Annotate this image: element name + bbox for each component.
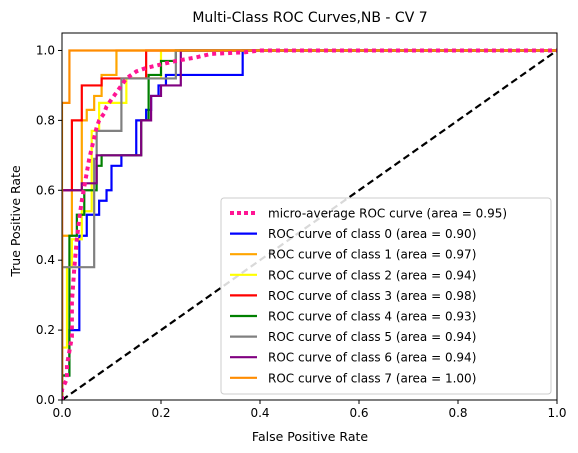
legend-label: ROC curve of class 4 (area = 0.93) bbox=[268, 310, 476, 324]
legend-label: micro-average ROC curve (area = 0.95) bbox=[268, 207, 507, 221]
legend-label: ROC curve of class 3 (area = 0.98) bbox=[268, 289, 476, 303]
legend: micro-average ROC curve (area = 0.95) ROC… bbox=[220, 197, 552, 395]
legend-label: ROC curve of class 6 (area = 0.94) bbox=[268, 351, 476, 365]
x-tick-label: 0.4 bbox=[250, 406, 269, 420]
axes-frame bbox=[61, 32, 558, 401]
roc-curve-class-6 bbox=[62, 49, 557, 400]
roc-curve-class-1 bbox=[62, 49, 557, 400]
chart-title: Multi-Class ROC Curves,NB - CV 7 bbox=[192, 10, 427, 26]
x-tick-label: 0.2 bbox=[151, 406, 170, 420]
x-tick-label: 0.0 bbox=[52, 406, 71, 420]
legend-label: ROC curve of class 1 (area = 0.97) bbox=[268, 248, 476, 262]
roc-curve-micro-average bbox=[62, 48, 557, 400]
roc-curve-class-7 bbox=[62, 49, 557, 400]
x-tick-label: 0.8 bbox=[448, 406, 467, 420]
y-tick-label: 0.4 bbox=[36, 253, 55, 267]
x-axis-label: False Positive Rate bbox=[252, 429, 368, 444]
y-tick-label: 0.2 bbox=[36, 323, 55, 337]
y-tick-label: 0.8 bbox=[36, 113, 55, 127]
legend-box bbox=[220, 197, 552, 395]
legend-label: ROC curve of class 2 (area = 0.94) bbox=[268, 268, 476, 282]
y-tick-label: 0.6 bbox=[36, 183, 55, 197]
x-tick-label: 0.6 bbox=[349, 406, 368, 420]
y-axis-label: True Positive Rate bbox=[8, 165, 23, 278]
legend-label: ROC curve of class 0 (area = 0.90) bbox=[268, 227, 476, 241]
y-tick-label: 0.0 bbox=[36, 393, 55, 407]
y-tick-label: 1.0 bbox=[36, 43, 55, 57]
legend-label: ROC curve of class 7 (area = 1.00) bbox=[268, 371, 476, 385]
legend-label: ROC curve of class 5 (area = 0.94) bbox=[268, 330, 476, 344]
x-tick-label: 1.0 bbox=[547, 406, 566, 420]
